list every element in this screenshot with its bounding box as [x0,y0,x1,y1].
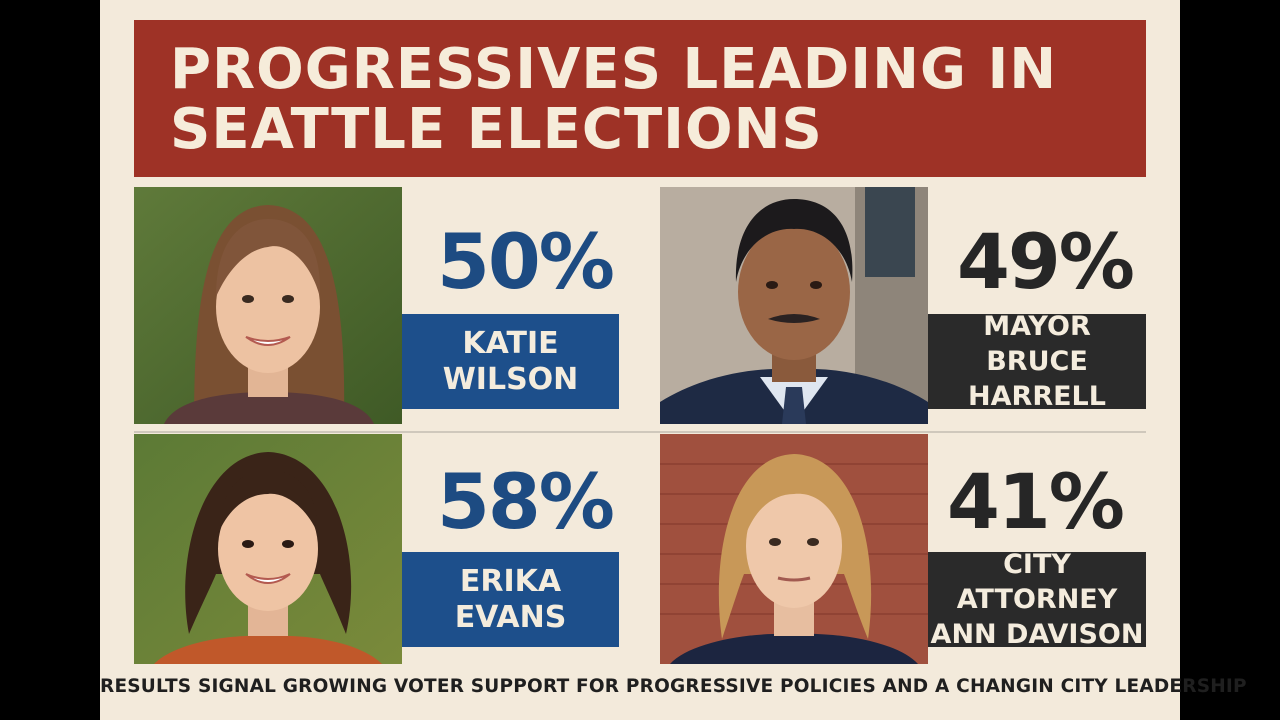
percent-ann-davison: 41% [947,457,1125,546]
candidate-photo-erika-evans [134,434,402,664]
percent-katie-wilson: 50% [437,217,615,306]
name-box-ann-davison: CITY ATTORNEY ANN DAVISON [928,549,1146,650]
page-title: PROGRESSIVES LEADING IN SEATTLE ELECTION… [170,37,1058,162]
candidate-name-katie-wilson: KATIE WILSON [442,325,579,397]
title-banner: PROGRESSIVES LEADING IN SEATTLE ELECTION… [134,20,1146,177]
candidate-name-bruce-harrell: MAYOR BRUCE HARRELL [968,311,1106,412]
name-box-katie-wilson: KATIE WILSON [402,314,619,409]
name-box-erika-evans: ERIKA EVANS [402,552,619,647]
candidate-photo-ann-davison [660,434,928,664]
candidate-name-erika-evans: ERIKA EVANS [454,563,567,635]
name-box-bruce-harrell: MAYOR BRUCE HARRELL [928,311,1146,412]
candidate-photo-katie-wilson [134,187,402,424]
candidate-name-ann-davison: CITY ATTORNEY ANN DAVISON [930,549,1144,650]
infographic-canvas: PROGRESSIVES LEADING IN SEATTLE ELECTION… [100,0,1247,720]
section-divider [134,431,1146,433]
percent-erika-evans: 58% [437,457,615,546]
footer-caption: RESULTS SIGNAL GROWING VOTER SUPPORT FOR… [100,676,1247,697]
candidate-photo-bruce-harrell [660,187,928,424]
percent-bruce-harrell: 49% [957,217,1135,306]
